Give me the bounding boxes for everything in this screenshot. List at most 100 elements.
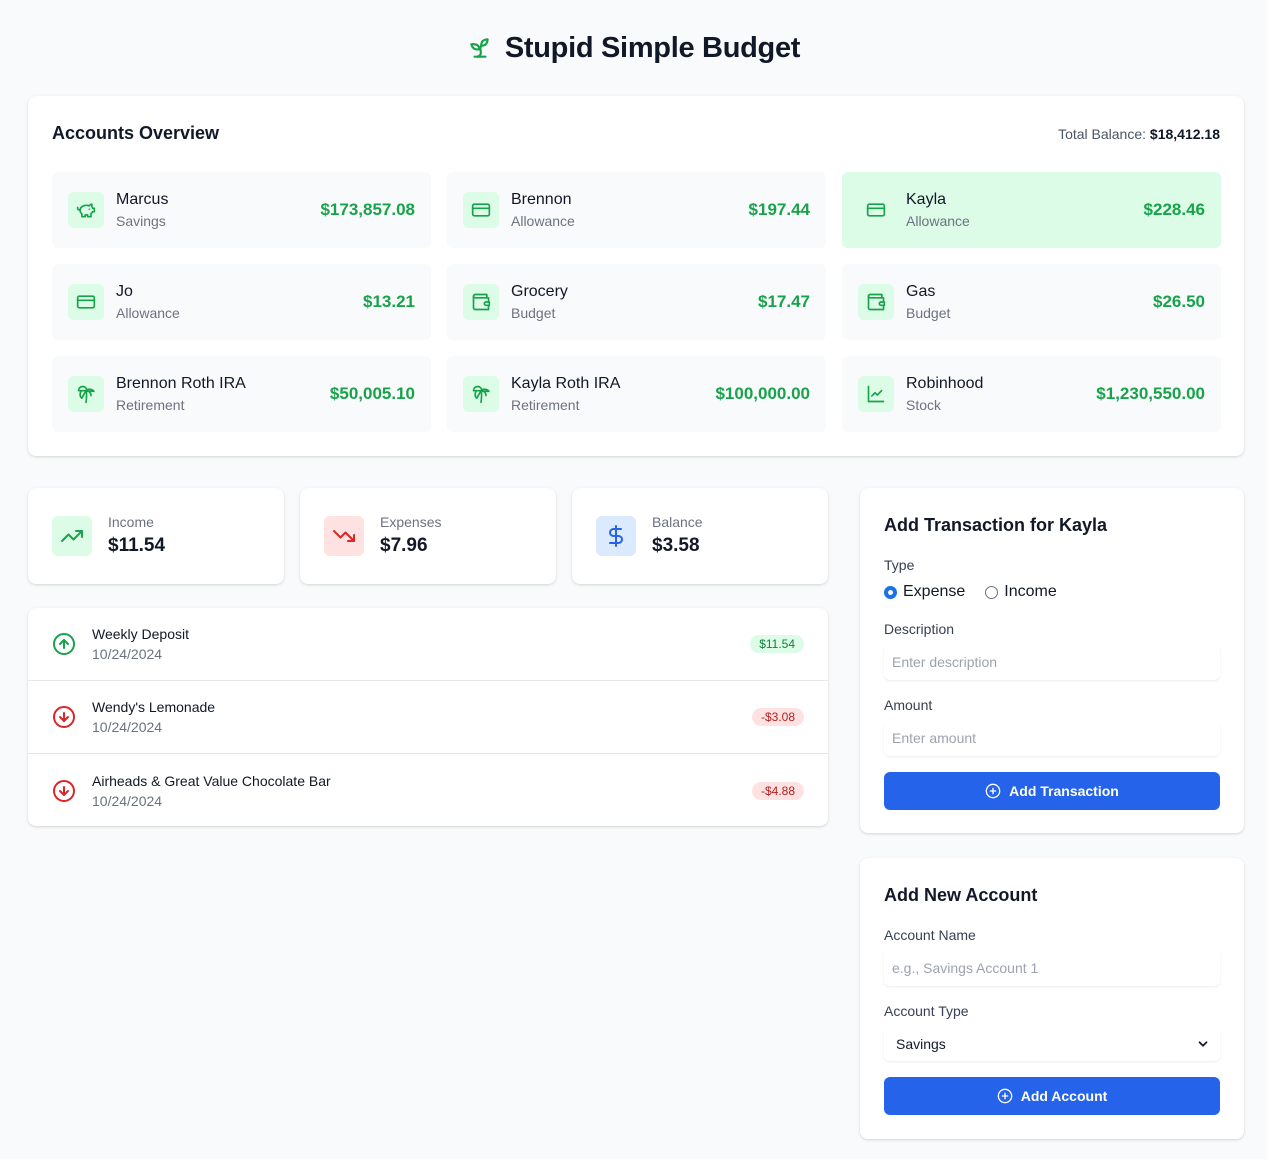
accounts-overview-card: Accounts Overview Total Balance: $18,412…: [28, 96, 1244, 456]
account-card[interactable]: Robinhood Stock $1,230,550.00: [842, 356, 1221, 432]
transaction-text: Wendy's Lemonade 10/24/2024: [92, 697, 215, 737]
account-type-value: Savings: [896, 1036, 946, 1052]
account-type: Retirement: [511, 397, 580, 413]
account-type: Stock: [906, 397, 942, 413]
amount-input[interactable]: [884, 720, 1220, 756]
account-text: Robinhood Stock: [906, 373, 983, 415]
type-radio-group: Expense Income: [884, 583, 1057, 601]
transaction-row[interactable]: Wendy's Lemonade 10/24/2024 -$3.08: [28, 681, 828, 754]
account-card[interactable]: Kayla Roth IRA Retirement $100,000.00: [447, 356, 826, 432]
palm-tree-icon: [68, 376, 104, 412]
balance-label: Balance: [652, 514, 703, 530]
account-card[interactable]: Grocery Budget $17.47: [447, 264, 826, 340]
account-name: Kayla: [906, 191, 947, 208]
account-text: Marcus Savings: [116, 189, 168, 231]
transaction-date: 10/24/2024: [92, 719, 163, 735]
wallet-icon: [858, 284, 894, 320]
account-balance: $17.47: [758, 292, 810, 311]
balance-stat-card: Balance $3.58: [572, 488, 828, 584]
piggy-bank-icon: [68, 192, 104, 228]
plus-circle-icon: [997, 1088, 1013, 1104]
expenses-stat-card: Expenses $7.96: [300, 488, 556, 584]
transaction-description: Wendy's Lemonade: [92, 699, 216, 715]
transaction-description: Airheads & Great Value Chocolate Bar: [92, 772, 331, 789]
credit-card-icon: [463, 192, 499, 228]
arrow-down-circle-icon: [53, 779, 75, 802]
description-label: Description: [884, 621, 955, 637]
account-text: Jo Allowance: [116, 281, 180, 323]
income-label: Income: [108, 514, 154, 530]
account-balance: $173,857.08: [320, 200, 415, 219]
account-type: Allowance: [116, 305, 180, 321]
transaction-amount-badge: -$4.88: [751, 781, 804, 800]
add-transaction-title: Add Transaction for Kayla: [884, 515, 1108, 535]
account-text: Brennon Allowance: [511, 189, 575, 231]
account-type-select[interactable]: Savings: [884, 1027, 1220, 1061]
add-account-button[interactable]: Add Account: [884, 1077, 1220, 1115]
expenses-value: $7.96: [380, 535, 428, 556]
income-radio-label[interactable]: Income: [1004, 583, 1057, 600]
account-card[interactable]: Kayla Allowance $228.46: [842, 172, 1221, 248]
account-balance: $228.46: [1143, 200, 1205, 219]
account-card[interactable]: Gas Budget $26.50: [842, 264, 1221, 340]
expenses-label: Expenses: [380, 514, 442, 530]
account-text: Grocery Budget: [511, 281, 568, 323]
account-type: Allowance: [906, 213, 970, 229]
sprout-icon: [470, 38, 489, 58]
account-card[interactable]: Marcus Savings $173,857.08: [52, 172, 431, 248]
type-label: Type: [884, 557, 915, 573]
transaction-date: 10/24/2024: [92, 792, 163, 809]
account-type: Allowance: [511, 213, 575, 229]
account-balance: $13.21: [363, 292, 415, 311]
arrow-up-circle-icon: [53, 633, 75, 655]
transaction-row[interactable]: Airheads & Great Value Chocolate Bar 10/2…: [28, 754, 828, 826]
income-value: $11.54: [108, 535, 166, 556]
account-text: Kayla Allowance: [906, 189, 970, 231]
account-name-input[interactable]: [884, 950, 1220, 986]
expense-radio[interactable]: [884, 585, 897, 599]
transaction-amount-badge: -$3.08: [751, 708, 804, 726]
account-card[interactable]: Jo Allowance $13.21: [52, 264, 431, 340]
account-name: Robinhood: [906, 375, 984, 392]
app-header: Stupid Simple Budget: [0, 28, 1267, 68]
description-input[interactable]: [884, 644, 1220, 680]
account-name-label: Account Name: [884, 927, 976, 943]
account-balance: $100,000.00: [715, 384, 810, 403]
wallet-icon: [463, 284, 499, 320]
transaction-amount-badge: $11.54: [750, 635, 804, 653]
arrow-down-circle-icon: [53, 706, 75, 728]
credit-card-icon: [858, 192, 894, 228]
account-name: Brennon: [511, 191, 572, 208]
expense-radio-label[interactable]: Expense: [903, 583, 966, 600]
account-type: Budget: [906, 305, 951, 321]
account-type: Savings: [116, 213, 166, 229]
account-name: Jo: [116, 283, 133, 300]
transactions-list: Weekly Deposit 10/24/2024 $11.54 Wendy's Le…: [28, 608, 828, 826]
account-card[interactable]: Brennon Allowance $197.44: [447, 172, 826, 248]
amount-label: Amount: [884, 697, 933, 713]
account-name: Kayla Roth IRA: [511, 375, 621, 392]
palm-tree-icon: [463, 376, 499, 412]
credit-card-icon: [68, 284, 104, 320]
trending-down-icon: [324, 516, 364, 556]
account-name: Grocery: [511, 283, 568, 300]
account-type: Budget: [511, 305, 556, 321]
dollar-sign-icon: [596, 516, 636, 556]
account-balance: $26.50: [1153, 292, 1205, 311]
account-balance: $50,005.10: [329, 384, 415, 403]
income-radio[interactable]: [985, 585, 999, 599]
transaction-text: Airheads & Great Value Chocolate Bar 10/2…: [92, 771, 331, 811]
add-account-card: Add New Account Account Name Account Typ…: [860, 858, 1244, 1139]
account-name: Brennon Roth IRA: [116, 375, 246, 392]
trending-up-icon: [52, 516, 92, 556]
transaction-date: 10/24/2024: [92, 646, 163, 662]
total-balance: Total Balance: $18,412.18: [1058, 126, 1220, 142]
account-card[interactable]: Brennon Roth IRA Retirement $50,005.10: [52, 356, 431, 432]
add-account-button-label: Add Account: [1020, 1088, 1108, 1104]
account-type-label: Account Type: [884, 1003, 969, 1019]
transaction-row[interactable]: Weekly Deposit 10/24/2024 $11.54: [28, 608, 828, 681]
add-transaction-button[interactable]: Add Transaction: [884, 772, 1220, 810]
total-balance-value: $18,412.18: [1149, 126, 1220, 142]
accounts-grid: Marcus Savings $173,857.08 Brennon Allowance…: [52, 172, 1221, 432]
add-account-title: Add New Account: [884, 885, 1038, 905]
